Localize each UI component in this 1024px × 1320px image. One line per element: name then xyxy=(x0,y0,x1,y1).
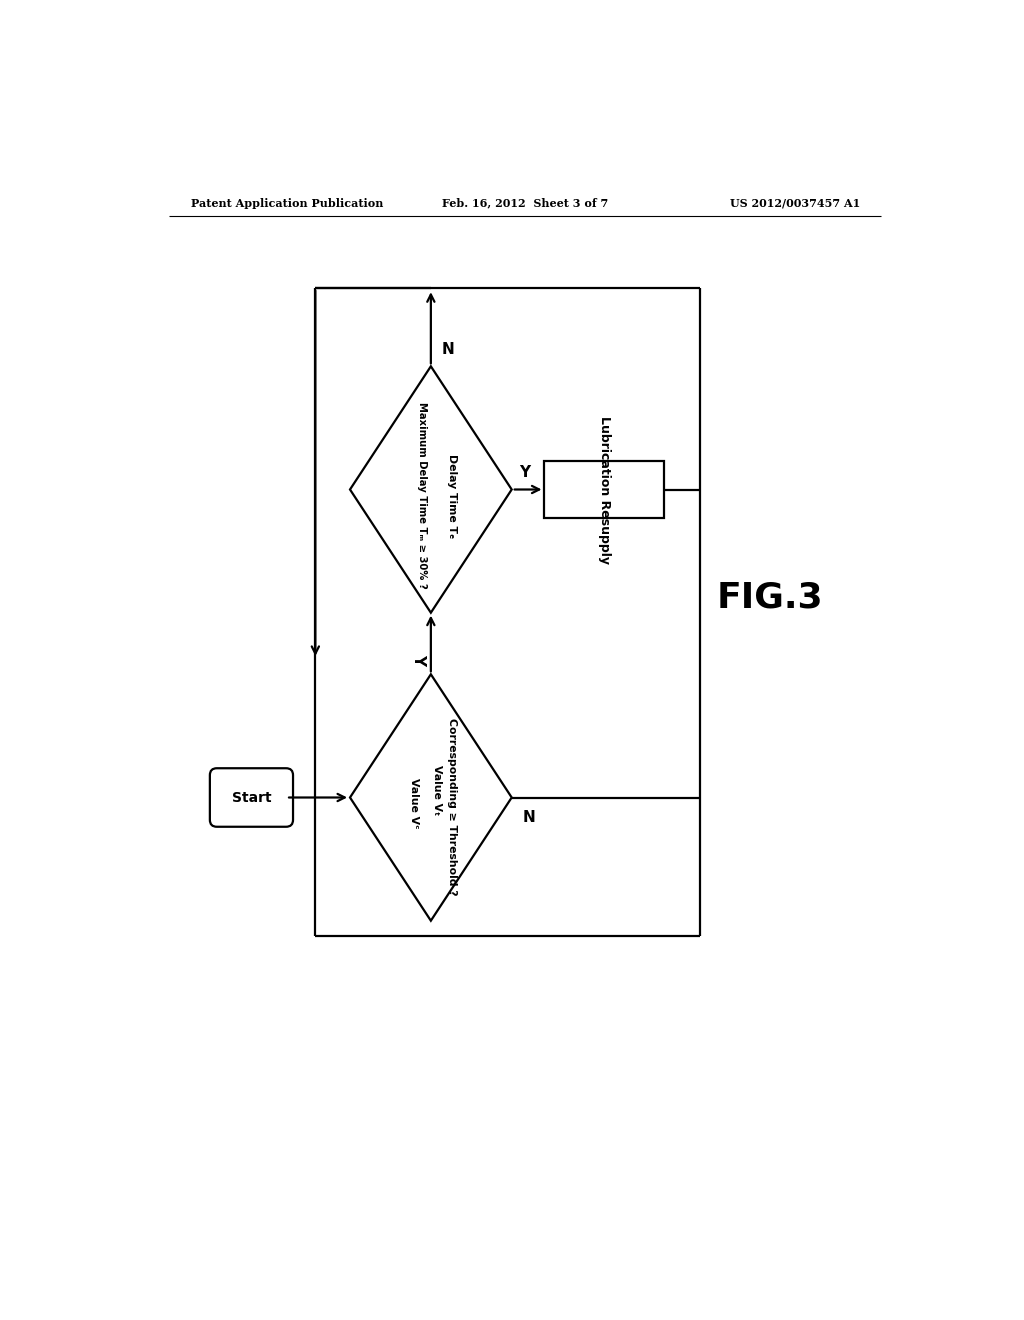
Text: Corresponding ≥ Threshold ?: Corresponding ≥ Threshold ? xyxy=(447,718,458,895)
Text: Y: Y xyxy=(519,465,530,480)
Text: Value Vₜ: Value Vₜ xyxy=(432,764,442,814)
Text: Y: Y xyxy=(411,653,426,665)
FancyBboxPatch shape xyxy=(210,768,293,826)
Bar xyxy=(545,461,664,519)
Text: Value Vᶜ: Value Vᶜ xyxy=(409,779,419,829)
Text: Delay Time Tₑ: Delay Time Tₑ xyxy=(447,454,458,537)
Text: Patent Application Publication: Patent Application Publication xyxy=(190,198,383,209)
Text: US 2012/0037457 A1: US 2012/0037457 A1 xyxy=(730,198,860,209)
Text: N: N xyxy=(441,342,455,358)
Text: FIG.3: FIG.3 xyxy=(717,581,823,614)
Text: N: N xyxy=(522,810,536,825)
Text: Start: Start xyxy=(231,791,271,804)
Text: Feb. 16, 2012  Sheet 3 of 7: Feb. 16, 2012 Sheet 3 of 7 xyxy=(441,198,608,209)
Text: Lubrication Resupply: Lubrication Resupply xyxy=(598,416,610,564)
Text: Maximum Delay Time Tₘ ≥ 30% ?: Maximum Delay Time Tₘ ≥ 30% ? xyxy=(417,403,427,589)
